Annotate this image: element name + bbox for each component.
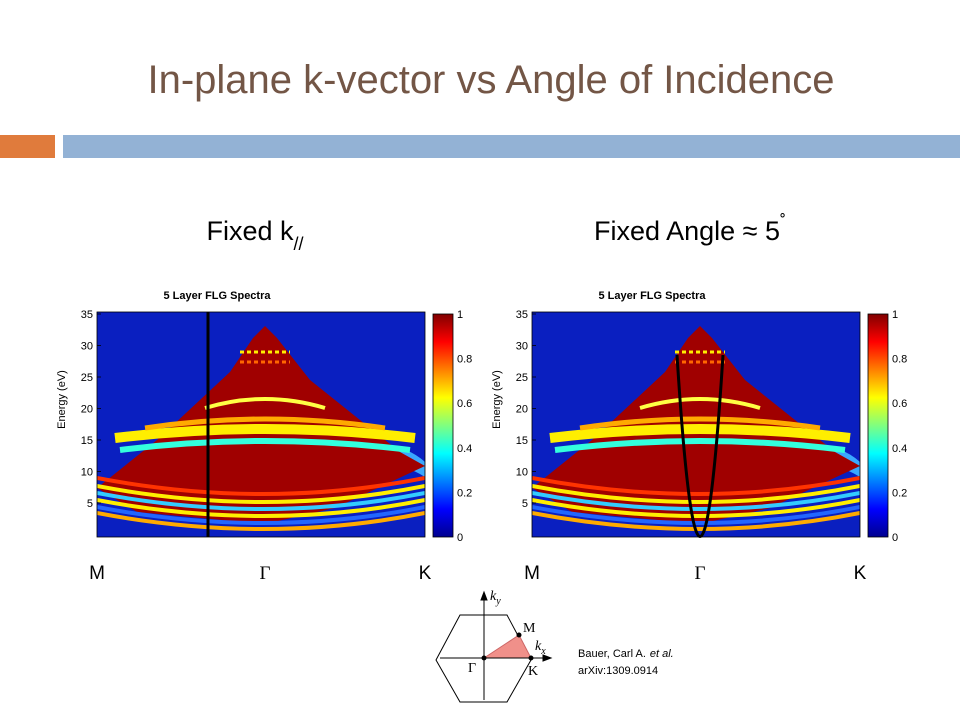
panel-heading: Fixed Angle ≈ 5˚ xyxy=(594,212,786,246)
ky-sub: y xyxy=(495,596,501,607)
panels: Fixed k//5 Layer FLG Spectra353025201510… xyxy=(56,212,907,584)
heatmap-band xyxy=(532,484,860,504)
heatmap-band xyxy=(97,491,425,511)
y-tick-label: 35 xyxy=(81,309,93,321)
heatmap-band xyxy=(532,511,860,531)
heatmap-band xyxy=(119,438,411,453)
y-tick-label: 25 xyxy=(516,372,528,384)
arrow xyxy=(542,654,553,662)
y-tick-label: 15 xyxy=(516,435,528,447)
panel: Fixed Angle ≈ 5˚ 5 Layer FLG Spectra 35 30 2… xyxy=(491,212,907,584)
heatmap-band xyxy=(144,416,386,431)
kx-base: k xyxy=(535,639,542,654)
panel-heading: Fixed k// xyxy=(206,216,303,254)
x-label: K xyxy=(854,563,867,584)
colorbar-tick-label: 0.6 xyxy=(457,398,472,410)
point xyxy=(516,632,522,638)
arrow xyxy=(480,590,488,601)
x-label: Γ xyxy=(260,563,271,584)
heatmap-band xyxy=(532,498,860,518)
colorbar-tick-label: 1 xyxy=(457,309,463,321)
plot-title: 5 Layer FLG Spectra xyxy=(164,290,272,302)
x-label: K xyxy=(419,563,432,584)
y-axis-label: Energy (eV) xyxy=(491,370,503,429)
gamma-point: Γ xyxy=(468,661,476,676)
header-bar xyxy=(63,135,960,158)
heatmap-band xyxy=(532,491,860,511)
citation-authors: Bauer, Carl A. xyxy=(578,648,646,660)
k-point: K xyxy=(528,664,538,679)
y-tick-label: 5 xyxy=(87,498,93,510)
heatmap xyxy=(97,312,425,537)
kx-label: kx xyxy=(535,639,546,657)
brillouin-diagram xyxy=(435,590,553,703)
heatmap xyxy=(532,312,860,537)
hexagon xyxy=(435,614,532,703)
accent-bar xyxy=(0,135,55,158)
y-tick-label: 10 xyxy=(516,467,528,479)
fixed-angle-curve xyxy=(675,354,725,538)
citation-ref: arXiv:1309.0914 xyxy=(578,665,658,677)
heatmap-band xyxy=(97,484,425,504)
y-tick-label: 10 xyxy=(81,467,93,479)
heatmap-band xyxy=(97,505,425,525)
y-tick-label: 15 xyxy=(81,435,93,447)
citation-etal: et al. xyxy=(650,648,674,660)
y-tick-label: 35 xyxy=(516,309,528,321)
citation-line: Bauer, Carl A. et al. xyxy=(578,648,674,660)
heatmap-band xyxy=(639,397,761,410)
heatmap-band xyxy=(114,424,416,443)
heatmap-band xyxy=(554,438,846,453)
axes-frame xyxy=(96,311,426,538)
colorbar-tick-label: 0.8 xyxy=(457,354,472,366)
heading-text: Fixed k xyxy=(206,216,294,246)
slide-title: In-plane k-vector vs Angle of Incidence xyxy=(147,58,834,102)
ky-base: k xyxy=(490,589,497,604)
colorbar-tick-label: 0 xyxy=(892,532,898,544)
heatmap-band xyxy=(97,511,425,531)
y-tick-label: 30 xyxy=(81,341,93,353)
y-tick-label: 25 xyxy=(81,372,93,384)
heatmap-band xyxy=(532,476,860,496)
heatmap-band xyxy=(549,424,851,443)
heatmap-band xyxy=(532,505,860,525)
y-tick-label: 20 xyxy=(81,404,93,416)
point xyxy=(528,655,534,661)
heatmap-band xyxy=(97,498,425,518)
point xyxy=(481,655,487,661)
plot-title: 5 Layer FLG Spectra xyxy=(599,290,707,302)
colorbar-tick-label: 0 xyxy=(457,532,463,544)
colorbar-tick-label: 1 xyxy=(892,309,898,321)
y-tick-label: 30 xyxy=(516,341,528,353)
heading-script: // xyxy=(294,234,304,254)
colorbar xyxy=(867,313,889,538)
colorbar-tick-label: 0.2 xyxy=(892,487,907,499)
axes-frame xyxy=(531,311,861,538)
colorbar-tick-label: 0.6 xyxy=(892,398,907,410)
wedge xyxy=(482,634,532,659)
panel: Fixed k//5 Layer FLG Spectra353025201510… xyxy=(56,216,472,584)
heatmap-band xyxy=(97,476,425,496)
colorbar-tick-label: 0.8 xyxy=(892,354,907,366)
colorbar-tick-label: 0.2 xyxy=(457,487,472,499)
ky-label: ky xyxy=(490,589,501,607)
diagram-labels: ky kx M Γ K xyxy=(468,589,546,679)
colorbar-tick-label: 0.4 xyxy=(457,443,472,455)
y-tick-label: 20 xyxy=(516,404,528,416)
kx-sub: x xyxy=(540,646,546,657)
x-label: M xyxy=(89,563,105,584)
m-point: M xyxy=(523,621,536,636)
heading-text: Fixed Angle ≈ 5 xyxy=(594,216,780,246)
heatmap-band xyxy=(204,397,326,410)
heading-script: ˚ xyxy=(780,212,786,232)
heatmap-band xyxy=(579,416,821,431)
y-axis-label: Energy (eV) xyxy=(56,370,68,429)
x-label: Γ xyxy=(695,563,706,584)
colorbar-tick-label: 0.4 xyxy=(892,443,907,455)
y-tick-label: 5 xyxy=(522,498,528,510)
colorbar xyxy=(432,313,454,538)
x-label: M xyxy=(524,563,540,584)
